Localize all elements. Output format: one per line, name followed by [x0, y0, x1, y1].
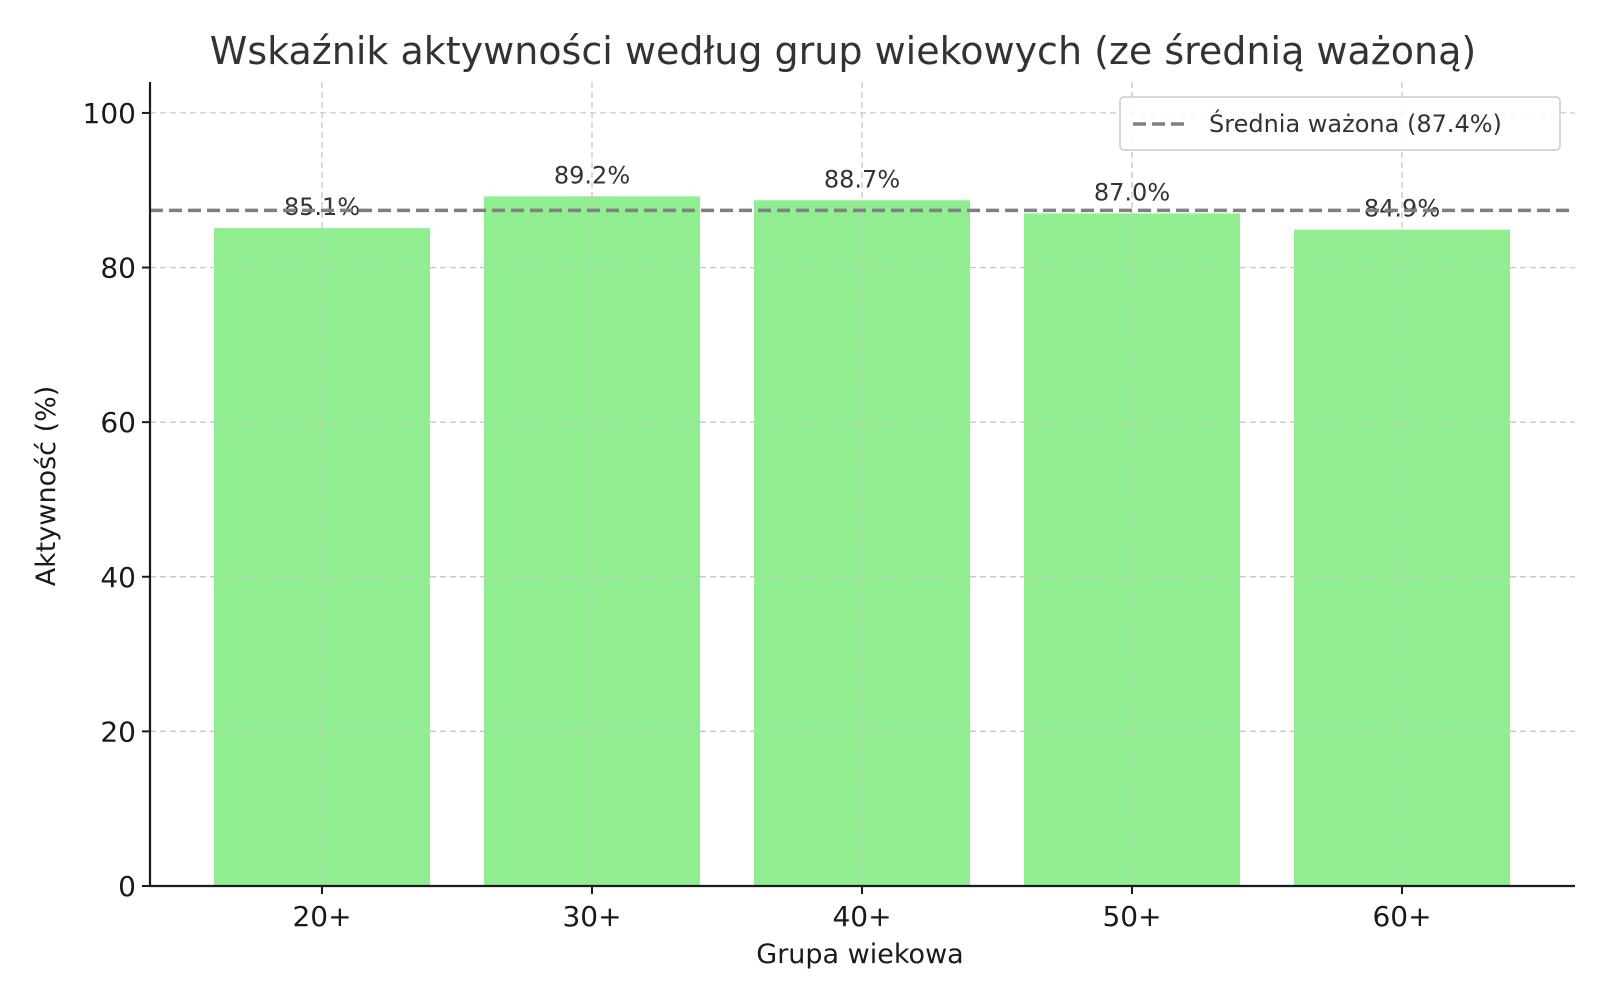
legend-box	[1119, 96, 1561, 151]
x-axis-label: Grupa wiekowa	[756, 939, 963, 970]
y-tick-label: 20	[100, 715, 136, 748]
x-tick-label: 20+	[292, 900, 351, 933]
bar-value-label: 87.0%	[1094, 178, 1170, 206]
bar-value-label: 89.2%	[554, 161, 630, 189]
bar-30+	[484, 196, 700, 886]
y-tick-label: 0	[118, 870, 136, 903]
y-tick-label: 40	[100, 561, 136, 594]
y-tick-label: 60	[100, 406, 136, 439]
bar-value-label: 88.7%	[824, 165, 900, 193]
ticks-layer: 0 20 40 60 80 100 20+ 30+ 40+ 50+ 60+	[83, 97, 1432, 933]
x-tick-label: 60+	[1372, 900, 1431, 933]
y-tick-label: 100	[83, 97, 136, 130]
bars-layer	[150, 82, 1575, 886]
y-axis-label: Aktywność (%)	[31, 386, 62, 587]
bar-value-label: 85.1%	[284, 193, 360, 221]
x-tick-label: 30+	[562, 900, 621, 933]
legend: Średnia ważona (87.4%)	[1119, 96, 1561, 151]
x-tick-label: 40+	[832, 900, 891, 933]
y-tick-label: 80	[100, 252, 136, 285]
legend-entry-label: Średnia ważona (87.4%)	[1209, 108, 1502, 138]
x-tick-label: 50+	[1102, 900, 1161, 933]
chart-title: Wskaźnik aktywności według grup wiekowyc…	[210, 29, 1476, 73]
